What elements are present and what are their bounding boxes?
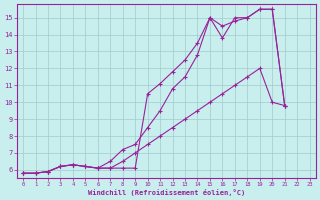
X-axis label: Windchill (Refroidissement éolien,°C): Windchill (Refroidissement éolien,°C) — [88, 189, 245, 196]
